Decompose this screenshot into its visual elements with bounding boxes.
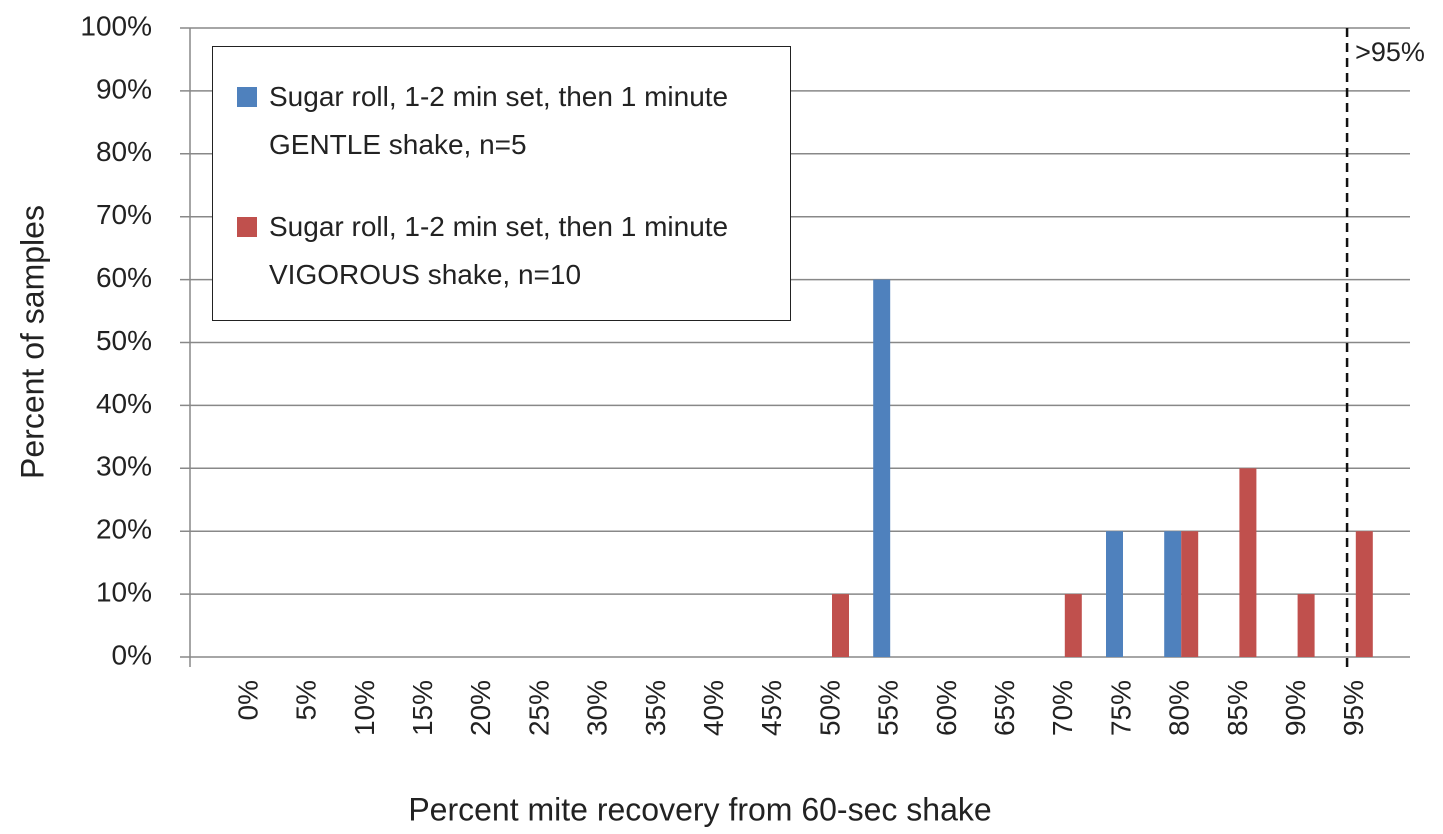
legend-label: Sugar roll, 1-2 min set, then 1 minute V… bbox=[269, 211, 729, 290]
x-tick-label: 70% bbox=[1047, 680, 1078, 736]
legend-swatch bbox=[237, 217, 257, 237]
x-tick-label: 60% bbox=[931, 680, 962, 736]
x-tick-label: 45% bbox=[756, 680, 787, 736]
bar bbox=[1297, 594, 1315, 657]
x-tick-label: 0% bbox=[232, 680, 263, 720]
bar bbox=[1164, 531, 1182, 657]
x-tick-label: 35% bbox=[640, 680, 671, 736]
legend: Sugar roll, 1-2 min set, then 1 minute G… bbox=[212, 46, 791, 321]
x-tick-label: 5% bbox=[291, 680, 322, 720]
x-tick-label: 30% bbox=[582, 680, 613, 736]
y-tick-label: 90% bbox=[96, 73, 152, 104]
x-tick-label: 75% bbox=[1105, 680, 1136, 736]
legend-entry: Sugar roll, 1-2 min set, then 1 minute V… bbox=[237, 203, 780, 299]
bar bbox=[1181, 531, 1199, 657]
x-tick-label: 65% bbox=[989, 680, 1020, 736]
x-tick-label: 80% bbox=[1164, 680, 1195, 736]
y-tick-label: 70% bbox=[96, 199, 152, 230]
legend-label: Sugar roll, 1-2 min set, then 1 minute G… bbox=[269, 81, 729, 160]
bar bbox=[1106, 531, 1123, 657]
x-tick-label: 85% bbox=[1222, 680, 1253, 736]
y-tick-label: 0% bbox=[112, 639, 152, 670]
y-tick-label: 50% bbox=[96, 325, 152, 356]
bar bbox=[1355, 531, 1373, 657]
y-tick-label: 80% bbox=[96, 136, 152, 167]
y-tick-label: 30% bbox=[96, 451, 152, 482]
y-tick-label: 40% bbox=[96, 388, 152, 419]
y-tick-label: 10% bbox=[96, 576, 152, 607]
x-tick-label: 95% bbox=[1338, 680, 1369, 736]
x-tick-label: 50% bbox=[814, 680, 845, 736]
legend-entry: Sugar roll, 1-2 min set, then 1 minute G… bbox=[237, 73, 780, 169]
y-axis-title: Percent of samples bbox=[14, 205, 50, 479]
x-tick-label: 20% bbox=[465, 680, 496, 736]
x-tick-label: 40% bbox=[698, 680, 729, 736]
y-tick-label: 20% bbox=[96, 514, 152, 545]
bar bbox=[1064, 594, 1082, 657]
x-tick-label: 15% bbox=[407, 680, 438, 736]
x-tick-label: 10% bbox=[349, 680, 380, 736]
annotation: >95% bbox=[1355, 37, 1425, 67]
x-tick-label: 90% bbox=[1280, 680, 1311, 736]
x-tick-label: 25% bbox=[523, 680, 554, 736]
bar bbox=[1239, 468, 1257, 657]
x-tick-label: 55% bbox=[873, 680, 904, 736]
x-axis-title: Percent mite recovery from 60-sec shake bbox=[408, 791, 991, 827]
legend-swatch bbox=[237, 87, 257, 107]
bar bbox=[832, 594, 849, 657]
y-tick-label: 60% bbox=[96, 262, 152, 293]
y-tick-label: 100% bbox=[80, 10, 152, 41]
bar bbox=[873, 279, 891, 657]
